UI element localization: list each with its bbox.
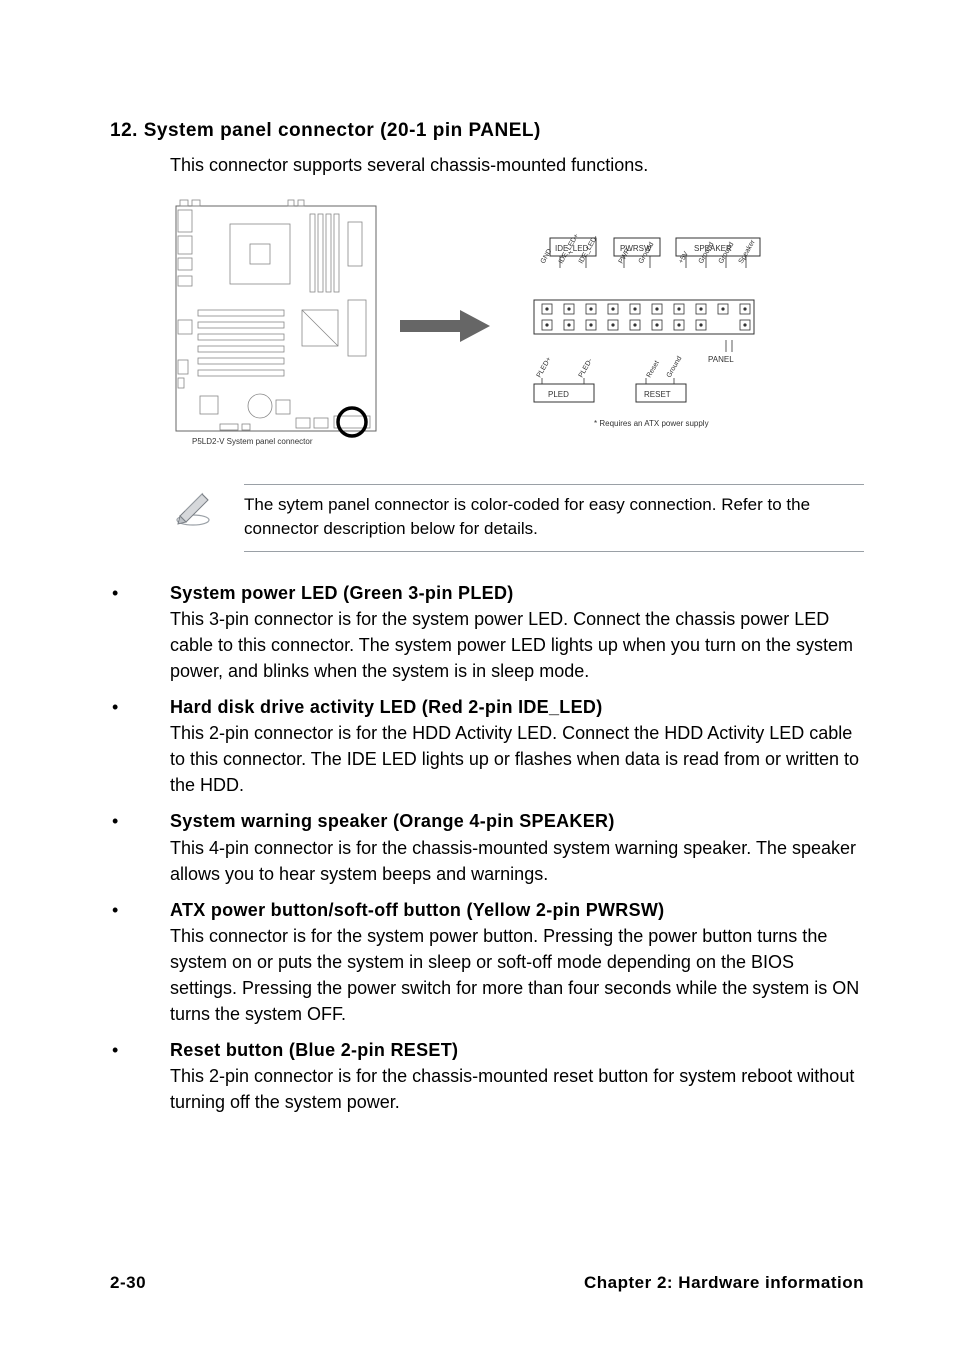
list-item: • Reset button (Blue 2-pin RESET) This 2… [110,1037,864,1115]
svg-text:PLED: PLED [548,390,569,399]
bullet-title: Hard disk drive activity LED (Red 2-pin … [170,694,864,720]
note-callout: The sytem panel connector is color-coded… [170,484,864,552]
section-heading: 12. System panel connector (20-1 pin PAN… [110,120,864,142]
diagram-caption-label: P5LD2-V System panel connector [192,437,313,446]
note-text: The sytem panel connector is color-coded… [244,495,810,538]
svg-text:Ground: Ground [666,355,684,379]
bullet-list: • System power LED (Green 3-pin PLED) Th… [110,580,864,1116]
svg-text:RESET: RESET [644,390,671,399]
heading-number: 12. [110,120,138,141]
page-footer: 2-30 Chapter 2: Hardware information [110,1273,864,1293]
bullet-title: Reset button (Blue 2-pin RESET) [170,1037,864,1063]
svg-text:+5V: +5V [678,250,691,265]
intro-text: This connector supports several chassis-… [170,152,864,178]
svg-text:Reset: Reset [646,360,661,379]
svg-text:GND: GND [540,248,554,265]
panel-connector-diagram: P5LD2-V System panel connector IDE_LED P… [170,196,864,456]
svg-text:PLED+: PLED+ [536,356,553,379]
bullet-marker: • [110,1037,170,1115]
list-item: • ATX power button/soft-off button (Yell… [110,897,864,1027]
bullet-title: System power LED (Green 3-pin PLED) [170,580,864,606]
bullet-marker: • [110,694,170,798]
bullet-body: This 4-pin connector is for the chassis-… [170,835,864,887]
list-item: • System warning speaker (Orange 4-pin S… [110,808,864,886]
bullet-title: System warning speaker (Orange 4-pin SPE… [170,808,864,834]
page-number: 2-30 [110,1273,146,1293]
svg-text:* Requires an ATX power supply: * Requires an ATX power supply [594,419,709,428]
bullet-body: This connector is for the system power b… [170,923,864,1027]
bullet-body: This 3-pin connector is for the system p… [170,606,864,684]
svg-text:PLED-: PLED- [578,357,595,379]
bullet-title: ATX power button/soft-off button (Yellow… [170,897,864,923]
pencil-note-icon [170,484,216,528]
chapter-label: Chapter 2: Hardware information [584,1273,864,1293]
list-item: • System power LED (Green 3-pin PLED) Th… [110,580,864,684]
svg-text:PANEL: PANEL [708,355,734,364]
bullet-body: This 2-pin connector is for the chassis-… [170,1063,864,1115]
list-item: • Hard disk drive activity LED (Red 2-pi… [110,694,864,798]
bullet-body: This 2-pin connector is for the HDD Acti… [170,720,864,798]
bullet-marker: • [110,580,170,684]
heading-title: System panel connector (20-1 pin PANEL) [144,120,541,141]
svg-text:Speaker: Speaker [738,238,757,265]
bullet-marker: • [110,897,170,1027]
bullet-marker: • [110,808,170,886]
